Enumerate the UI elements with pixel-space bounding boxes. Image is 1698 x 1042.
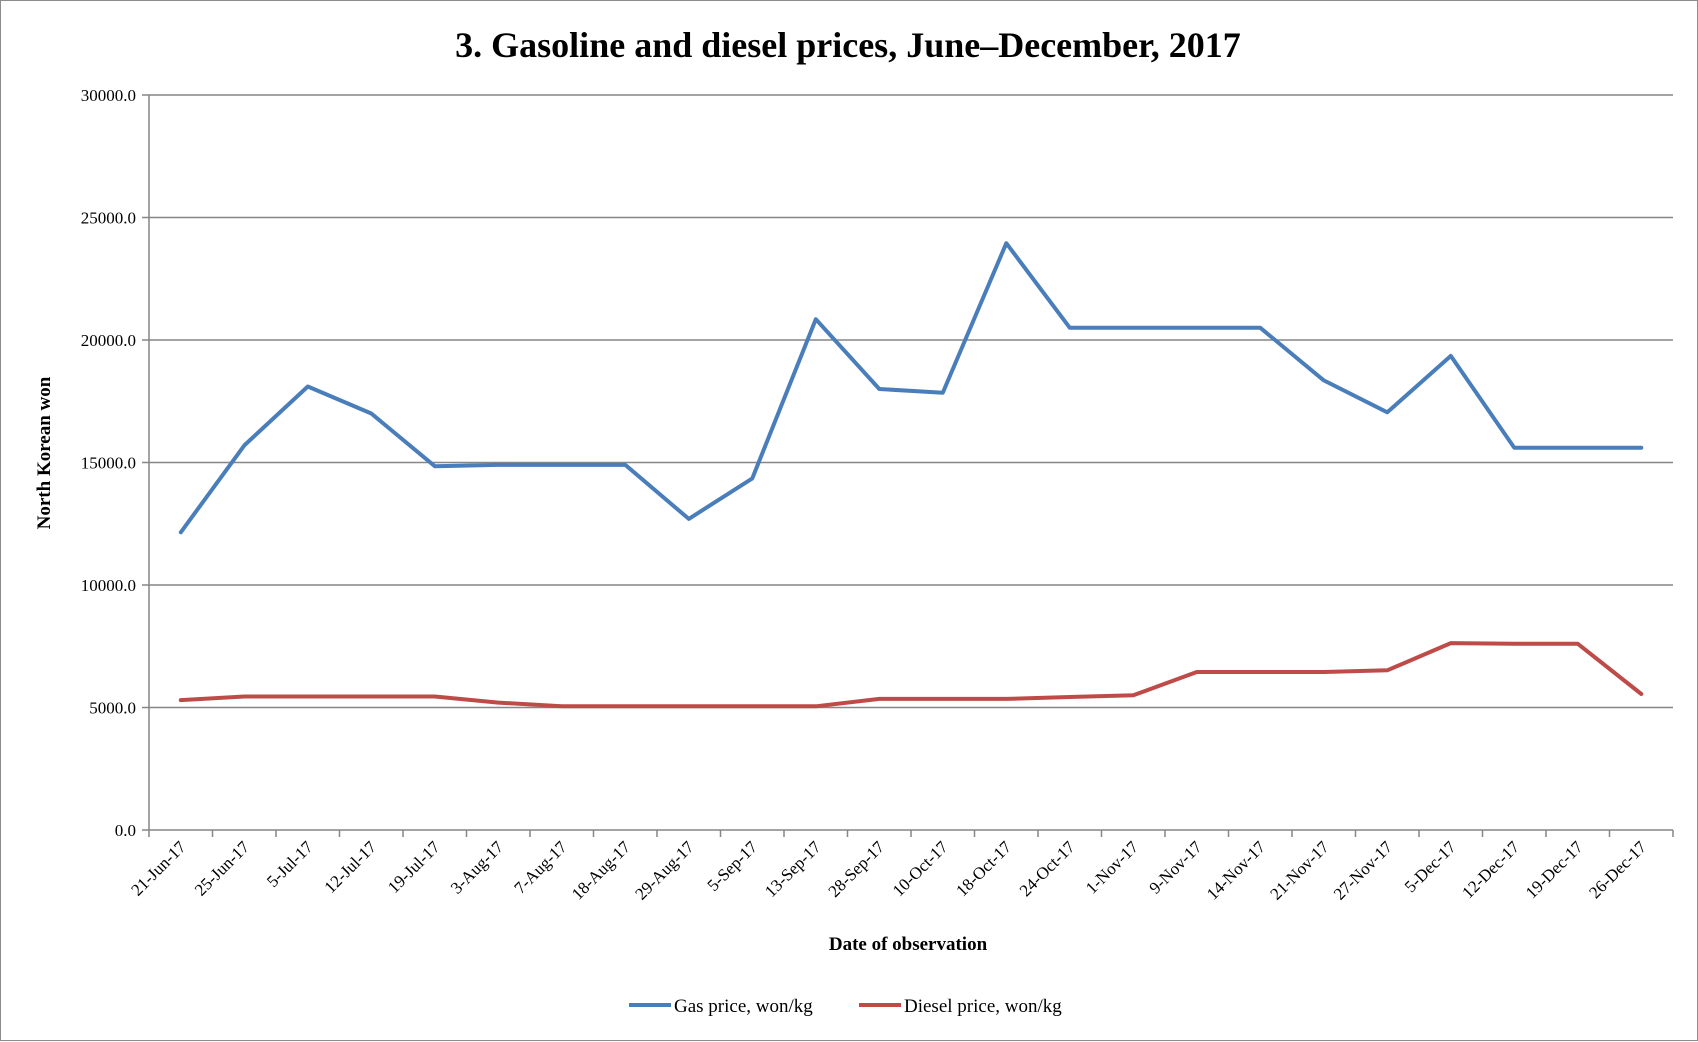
- y-axis-title: North Korean won: [34, 376, 55, 529]
- x-tick-label: 14-Nov-17: [1203, 837, 1270, 904]
- gridlines: [149, 94, 1673, 709]
- legend-label-diesel: Diesel price, won/kg: [904, 996, 1062, 1017]
- x-tick-label: 12-Jul-17: [321, 837, 381, 897]
- x-tick-label: 19-Jul-17: [384, 837, 444, 897]
- x-tick-label: 29-Aug-17: [631, 837, 698, 904]
- y-tick-label: 20000.0: [81, 331, 136, 350]
- x-tick-label: 24-Oct-17: [1016, 837, 1079, 900]
- chart-title: 3. Gasoline and diesel prices, June–Dece…: [455, 25, 1241, 65]
- y-tick-label: 30000.0: [81, 86, 136, 105]
- series-lines: [178, 241, 1644, 709]
- x-tick-label: 27-Nov-17: [1330, 837, 1397, 904]
- x-tick-label: 1-Nov-17: [1082, 837, 1143, 898]
- x-tick-label: 12-Dec-17: [1458, 837, 1523, 902]
- x-tick-label: 18-Oct-17: [952, 837, 1015, 900]
- x-axis-title: Date of observation: [829, 934, 988, 955]
- series-line-diesel: [178, 641, 1644, 709]
- x-tick-label: 13-Sep-17: [761, 837, 825, 901]
- x-tick-label: 5-Sep-17: [704, 837, 762, 895]
- legend-label-gas: Gas price, won/kg: [674, 996, 813, 1017]
- x-tick-label: 5-Jul-17: [263, 837, 317, 891]
- series-line-gas: [178, 241, 1644, 535]
- x-tick-label: 25-Jun-17: [191, 837, 254, 900]
- x-tick-label: 9-Nov-17: [1145, 837, 1206, 898]
- x-tick-labels: 21-Jun-17 25-Jun-17 5-Jul-17 12-Jul-17 19-Ju…: [127, 837, 1650, 904]
- y-tick-label: 25000.0: [81, 209, 136, 228]
- x-tick-label: 21-Jun-17: [127, 837, 190, 900]
- y-tick-labels: 0.0 5000.0 10000.0 15000.0 20000.0 25000.0 300…: [81, 86, 136, 840]
- x-tick-label: 18-Aug-17: [568, 837, 635, 904]
- x-tick-label: 10-Oct-17: [889, 837, 952, 900]
- x-tick-label: 5-Dec-17: [1401, 837, 1460, 896]
- x-tick-label: 21-Nov-17: [1266, 837, 1333, 904]
- legend: Gas price, won/kg Diesel price, won/kg: [629, 996, 1062, 1017]
- x-tick-label: 28-Sep-17: [825, 837, 889, 901]
- x-tick-label: 7-Aug-17: [510, 837, 571, 898]
- axes: [142, 94, 1674, 837]
- x-tick-label: 19-Dec-17: [1522, 837, 1587, 902]
- y-tick-label: 15000.0: [81, 454, 136, 473]
- y-tick-label: 5000.0: [89, 699, 136, 718]
- y-tick-label: 10000.0: [81, 576, 136, 595]
- y-tick-label: 0.0: [115, 821, 136, 840]
- x-tick-label: 3-Aug-17: [447, 837, 508, 898]
- x-tick-label: 26-Dec-17: [1585, 837, 1650, 902]
